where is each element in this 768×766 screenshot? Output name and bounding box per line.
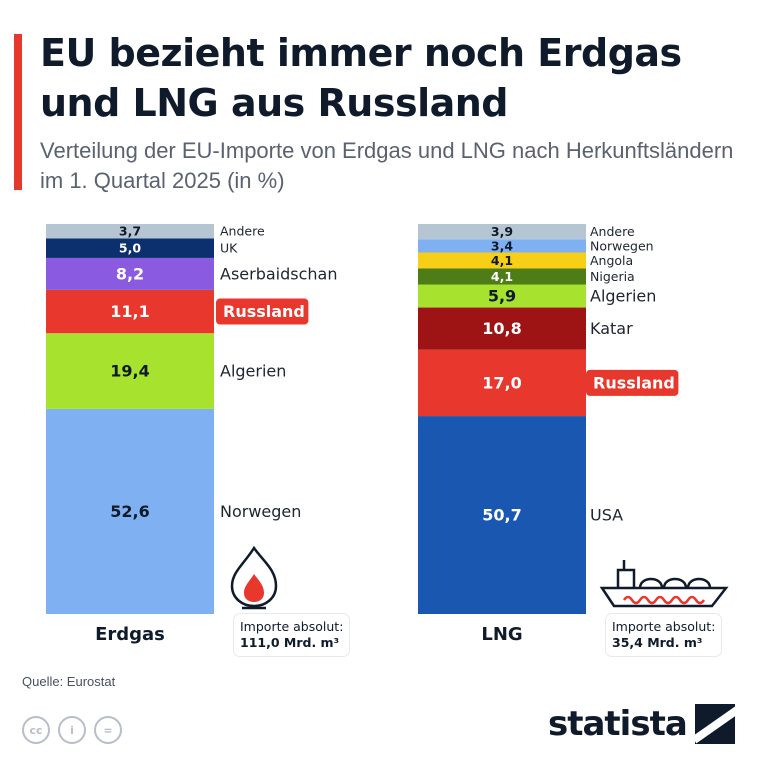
attribution-icon[interactable]: i bbox=[58, 716, 86, 744]
erdgas-bar-segment-andere bbox=[46, 224, 214, 239]
erdgas-value-label-norwegen: 52,6 bbox=[110, 502, 149, 521]
lng-series-label-nigeria: Nigeria bbox=[590, 269, 635, 284]
lng-absolute-label: Importe absolut: bbox=[612, 619, 716, 634]
lng-series-label-usa: USA bbox=[590, 506, 623, 525]
erdgas-bar-segment-norwegen bbox=[46, 408, 214, 614]
lng-value-label-nigeria: 4,1 bbox=[491, 269, 513, 284]
lng-tanker-icon bbox=[599, 560, 729, 608]
lng-value-label-usa: 50,7 bbox=[482, 506, 521, 525]
lng-absolute-imports: Importe absolut: 35,4 Mrd. m³ bbox=[606, 614, 722, 656]
lng-absolute-value: 35,4 Mrd. m³ bbox=[612, 635, 703, 650]
erdgas-series-label-uk: UK bbox=[220, 241, 238, 256]
erdgas-bar-segment-russland bbox=[46, 289, 214, 334]
erdgas-absolute-imports: Importe absolut: 111,0 Mrd. m³ bbox=[234, 614, 350, 656]
lng-series-label-russland: Russland bbox=[593, 373, 675, 392]
source-note: Quelle: Eurostat bbox=[22, 674, 116, 689]
lng-series-label-katar: Katar bbox=[590, 319, 633, 338]
erdgas-category-label: Erdgas bbox=[95, 624, 165, 645]
lng-bar-segment-norwegen bbox=[418, 239, 586, 253]
erdgas-series-label-andere: Andere bbox=[220, 224, 265, 239]
lng-category-label: LNG bbox=[481, 624, 522, 645]
erdgas-series-label-russland: Russland bbox=[223, 302, 305, 321]
creative-commons-icon[interactable]: cc bbox=[22, 716, 50, 744]
lng-value-label-russland: 17,0 bbox=[482, 373, 521, 392]
lng-bar-segment-katar bbox=[418, 307, 586, 350]
title-accent-bar bbox=[14, 34, 22, 190]
erdgas-value-label-aserbaidschan: 8,2 bbox=[116, 264, 144, 283]
erdgas-value-label-russland: 11,1 bbox=[110, 302, 149, 321]
lng-series-label-norwegen: Norwegen bbox=[590, 238, 654, 253]
erdgas-series-label-aserbaidschan: Aserbaidschan bbox=[220, 264, 337, 283]
erdgas-value-label-algerien: 19,4 bbox=[110, 362, 149, 381]
lng-value-label-katar: 10,8 bbox=[482, 319, 521, 338]
lng-value-label-andere: 3,9 bbox=[491, 224, 513, 239]
erdgas-series-label-norwegen: Norwegen bbox=[220, 502, 301, 521]
erdgas-bar-segment-algerien bbox=[46, 333, 214, 409]
license-icons: cc i = bbox=[22, 716, 122, 744]
lng-series-label-algerien: Algerien bbox=[590, 287, 656, 306]
page-subtitle: Verteilung der EU-Importe von Erdgas und… bbox=[40, 138, 734, 193]
no-derivatives-icon[interactable]: = bbox=[94, 716, 122, 744]
lng-bar-segment-nigeria bbox=[418, 268, 586, 285]
erdgas-value-label-uk: 5,0 bbox=[119, 241, 141, 256]
erdgas-absolute-value: 111,0 Mrd. m³ bbox=[240, 635, 340, 650]
erdgas-series-label-algerien: Algerien bbox=[220, 362, 286, 381]
lng-bar-segment-andere bbox=[418, 224, 586, 240]
lng-series-label-andere: Andere bbox=[590, 224, 635, 239]
lng-value-label-angola: 4,1 bbox=[491, 253, 513, 268]
erdgas-bar-segment-aserbaidschan bbox=[46, 257, 214, 290]
lng-bar-segment-algerien bbox=[418, 284, 586, 308]
brand-wordmark: statista bbox=[548, 704, 688, 744]
lng-bar-segment-russland bbox=[418, 349, 586, 417]
erdgas-absolute-label: Importe absolut: bbox=[240, 619, 344, 634]
erdgas-bar-segment-uk bbox=[46, 238, 214, 258]
lng-value-label-norwegen: 3,4 bbox=[491, 238, 513, 253]
erdgas-value-label-andere: 3,7 bbox=[119, 224, 141, 239]
statista-logo-icon bbox=[694, 704, 735, 744]
lng-bar-segment-angola bbox=[418, 252, 586, 269]
lng-bar-segment-usa bbox=[418, 416, 586, 614]
page-title: EU bezieht immer noch Erdgas und LNG aus… bbox=[40, 31, 682, 125]
erdgas-highlight-badge bbox=[216, 298, 309, 325]
lng-series-label-angola: Angola bbox=[590, 253, 633, 268]
lng-value-label-algerien: 5,9 bbox=[488, 287, 516, 306]
statista-logo[interactable]: statista bbox=[548, 704, 735, 744]
lng-highlight-badge bbox=[586, 369, 679, 396]
gas-flame-icon bbox=[230, 545, 278, 610]
